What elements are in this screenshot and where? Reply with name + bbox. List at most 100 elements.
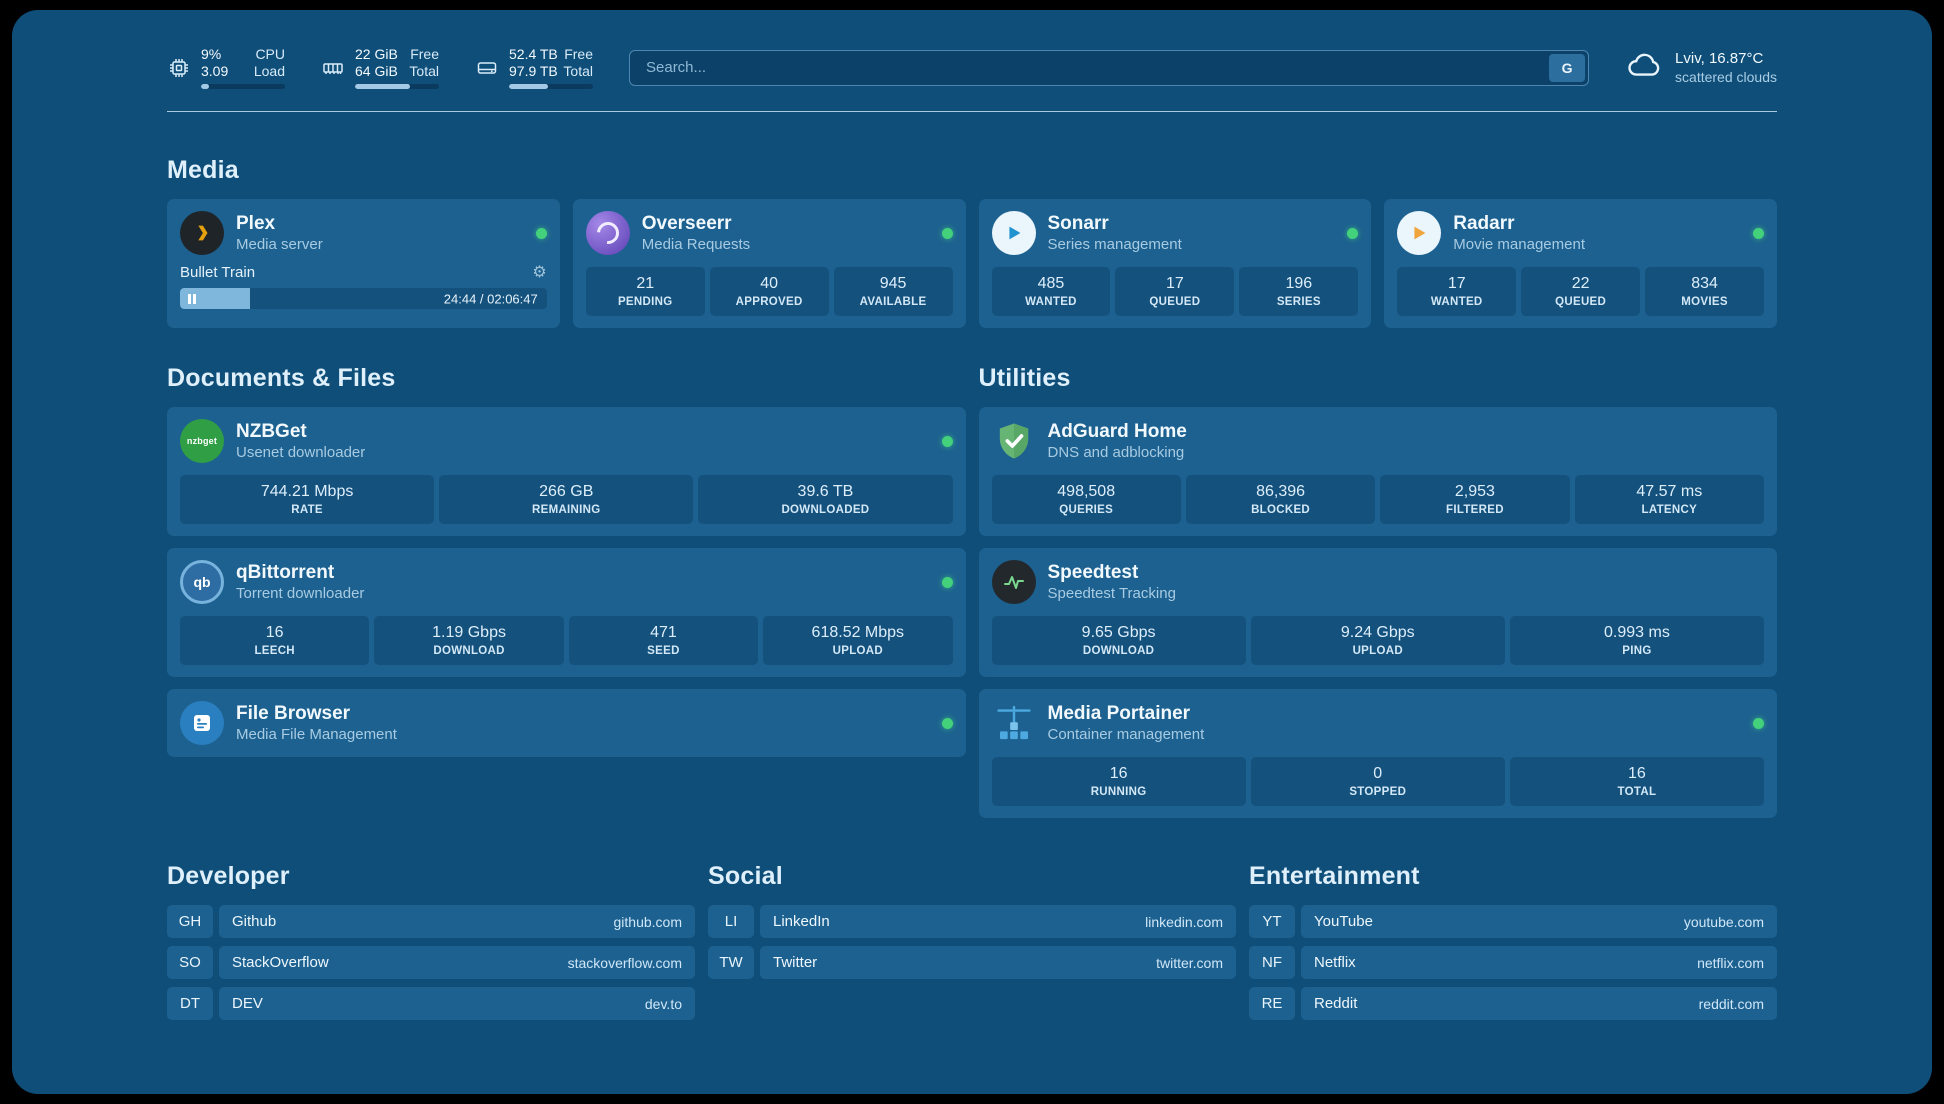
playback-progress-fill bbox=[180, 288, 250, 309]
search-provider-button[interactable]: G bbox=[1549, 53, 1586, 82]
bookmark-abbr: YT bbox=[1249, 905, 1295, 938]
system-monitors: 9% CPU 3.09 Load bbox=[167, 46, 593, 89]
section-title-media: Media bbox=[167, 156, 239, 184]
search-input[interactable] bbox=[629, 49, 1590, 86]
stat-value: 945 bbox=[879, 275, 907, 292]
cpu-load-value: 3.09 bbox=[201, 63, 229, 79]
stat-value: 266 GB bbox=[539, 483, 594, 500]
status-dot bbox=[1347, 227, 1359, 239]
service-subtitle: Speedtest Tracking bbox=[1047, 585, 1176, 603]
service-name: NZBGet bbox=[236, 420, 307, 442]
portainer-crane-icon bbox=[992, 701, 1036, 745]
section-documents: Documents & Files nzbget NZBGet Usenet d… bbox=[167, 364, 966, 757]
bookmark-name: DEV bbox=[232, 995, 263, 1012]
stat-label: RATE bbox=[291, 504, 323, 516]
service-subtitle: DNS and adblocking bbox=[1047, 444, 1185, 462]
bookmark-name: LinkedIn bbox=[773, 913, 830, 930]
pause-icon[interactable] bbox=[188, 293, 196, 304]
disk-total-label: Total bbox=[563, 63, 593, 79]
disk-progress-fill bbox=[509, 84, 548, 89]
stat-label: SEED bbox=[647, 645, 680, 657]
stat-value: 86,396 bbox=[1256, 483, 1306, 500]
gear-icon[interactable]: ⚙ bbox=[532, 263, 547, 281]
memory-total-value: 64 GiB bbox=[355, 63, 398, 79]
bookmark-linkedin[interactable]: LI LinkedIn linkedin.com bbox=[708, 905, 1236, 938]
service-card-plex[interactable]: Plex Media server Bullet Train ⚙ bbox=[167, 199, 560, 328]
bookmark-stackoverflow[interactable]: SO StackOverflow stackoverflow.com bbox=[167, 946, 695, 979]
service-subtitle: Container management bbox=[1047, 726, 1205, 744]
cpu-label: CPU bbox=[255, 46, 285, 62]
disk-free-value: 52.4 TB bbox=[509, 46, 558, 62]
stat-label: DOWNLOADED bbox=[781, 504, 870, 516]
bookmark-name: Reddit bbox=[1314, 995, 1358, 1012]
weather-location: Lviv, 16.87°C bbox=[1675, 50, 1764, 67]
search: G bbox=[629, 49, 1590, 86]
stat-value: 485 bbox=[1037, 275, 1065, 292]
stat-value: 16 bbox=[1109, 765, 1128, 782]
bookmark-dev[interactable]: DT DEV dev.to bbox=[167, 987, 695, 1020]
service-card-nzbget[interactable]: nzbget NZBGet Usenet downloader 744.21 M… bbox=[167, 407, 966, 536]
section-media: Media Plex Media server bbox=[167, 156, 1777, 328]
bookmark-abbr: RE bbox=[1249, 987, 1295, 1020]
service-card-speedtest[interactable]: Speedtest Speedtest Tracking 9.65 Gbps D… bbox=[978, 548, 1777, 677]
bookmark-abbr: GH bbox=[167, 905, 213, 938]
bookmark-twitter[interactable]: TW Twitter twitter.com bbox=[708, 946, 1236, 979]
qbittorrent-icon: qb bbox=[180, 560, 224, 604]
bookmark-name: StackOverflow bbox=[232, 954, 329, 971]
bookmark-name: Github bbox=[232, 913, 277, 930]
stat-label: DOWNLOAD bbox=[1082, 645, 1155, 657]
service-card-sonarr[interactable]: Sonarr Series management 485 WANTED 17 Q… bbox=[978, 199, 1372, 328]
nzbget-icon: nzbget bbox=[180, 419, 224, 463]
playback-time: 24:44 / 02:06:47 bbox=[443, 291, 538, 306]
bookmark-group-entertainment: Entertainment YT YouTube youtube.com NF … bbox=[1249, 862, 1777, 1028]
overseerr-icon bbox=[585, 211, 630, 255]
service-subtitle: Usenet downloader bbox=[236, 444, 366, 462]
bookmark-url: github.com bbox=[613, 913, 682, 930]
bookmark-url: stackoverflow.com bbox=[567, 954, 682, 971]
disk-total-value: 97.9 TB bbox=[509, 63, 558, 79]
disk-free-label: Free bbox=[564, 46, 593, 62]
stat-tile: 1.19 Gbps DOWNLOAD bbox=[374, 616, 564, 665]
stat-label: UPLOAD bbox=[1352, 645, 1403, 657]
section-title-documents: Documents & Files bbox=[167, 364, 396, 392]
section-title-utilities: Utilities bbox=[978, 364, 1071, 392]
stat-label: PENDING bbox=[617, 296, 673, 308]
stat-value: 0.993 ms bbox=[1604, 624, 1670, 641]
service-card-portainer[interactable]: Media Portainer Container management 16 … bbox=[978, 689, 1777, 818]
stat-tile: 22 QUEUED bbox=[1521, 267, 1641, 316]
topbar-divider bbox=[167, 111, 1777, 112]
bookmark-url: linkedin.com bbox=[1145, 913, 1223, 930]
stat-value: 834 bbox=[1691, 275, 1718, 292]
stat-tile: 9.65 Gbps DOWNLOAD bbox=[991, 616, 1246, 665]
memory-icon bbox=[321, 56, 345, 80]
service-name: File Browser bbox=[236, 702, 351, 724]
bookmark-reddit[interactable]: RE Reddit reddit.com bbox=[1249, 987, 1777, 1020]
bookmark-github[interactable]: GH Github github.com bbox=[167, 905, 695, 938]
bookmark-netflix[interactable]: NF Netflix netflix.com bbox=[1249, 946, 1777, 979]
service-card-filebrowser[interactable]: File Browser Media File Management bbox=[167, 689, 966, 757]
plex-icon bbox=[180, 211, 224, 255]
service-card-radarr[interactable]: Radarr Movie management 17 WANTED 22 QUE… bbox=[1384, 199, 1777, 328]
disk-widget: 52.4 TB Free 97.9 TB Total bbox=[475, 46, 593, 89]
stat-value: 498,508 bbox=[1057, 483, 1116, 500]
stat-label: RUNNING bbox=[1090, 786, 1147, 798]
service-card-qbittorrent[interactable]: qb qBittorrent Torrent downloader 16 LEE… bbox=[167, 548, 966, 677]
stat-value: 22 bbox=[1571, 275, 1590, 292]
service-card-adguard[interactable]: AdGuard Home DNS and adblocking 498,508 … bbox=[978, 407, 1777, 536]
stat-label: SERIES bbox=[1276, 296, 1321, 308]
cpu-progress-fill bbox=[201, 84, 209, 89]
playback-progress-bar[interactable]: 24:44 / 02:06:47 bbox=[180, 288, 547, 309]
bookmark-youtube[interactable]: YT YouTube youtube.com bbox=[1249, 905, 1777, 938]
service-card-overseerr[interactable]: Overseerr Media Requests 21 PENDING 40 A… bbox=[572, 199, 966, 328]
sonarr-icon bbox=[991, 211, 1036, 255]
bookmark-url: twitter.com bbox=[1156, 954, 1223, 971]
stat-tile: 485 WANTED bbox=[991, 267, 1111, 316]
stat-tile: 9.24 Gbps UPLOAD bbox=[1250, 616, 1505, 665]
service-name: Media Portainer bbox=[1047, 702, 1191, 724]
bookmark-url: netflix.com bbox=[1697, 954, 1764, 971]
stat-tile: 86,396 BLOCKED bbox=[1185, 475, 1376, 524]
cpu-icon bbox=[167, 56, 191, 80]
stat-value: 196 bbox=[1285, 275, 1313, 292]
service-subtitle: Torrent downloader bbox=[236, 585, 365, 603]
service-name: qBittorrent bbox=[236, 561, 335, 583]
